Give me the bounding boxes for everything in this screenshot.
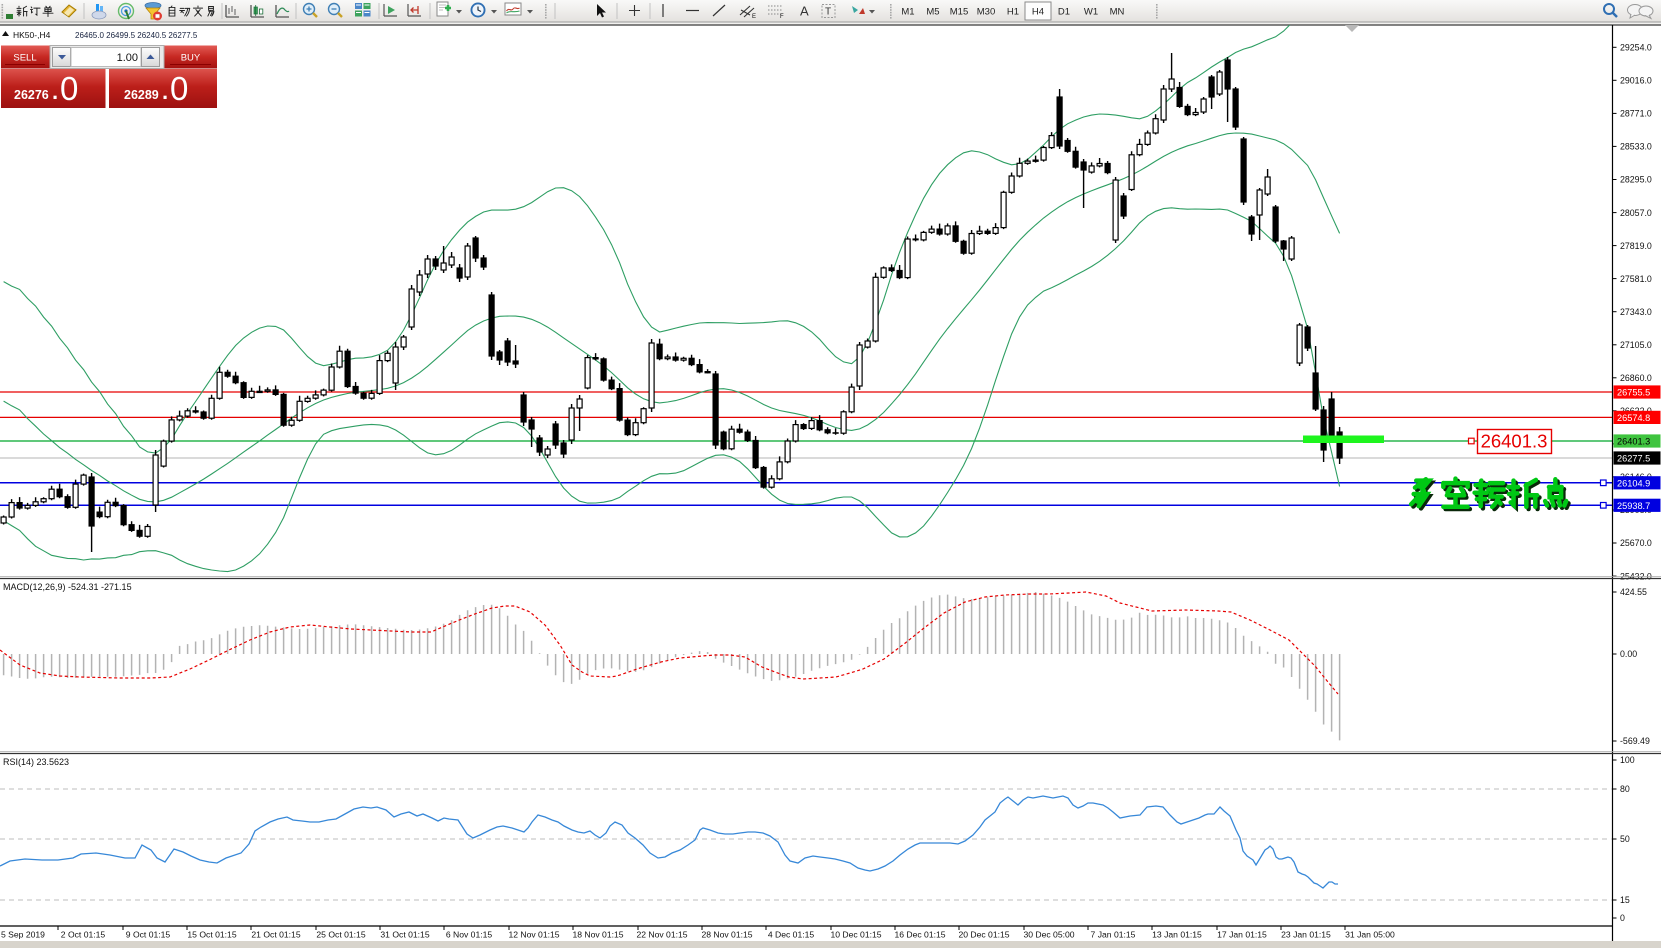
svg-text:27343.0: 27343.0 xyxy=(1620,307,1652,317)
svg-text:9 Oct 01:15: 9 Oct 01:15 xyxy=(126,930,171,940)
svg-text:25 Oct 01:15: 25 Oct 01:15 xyxy=(316,930,365,940)
svg-text:E: E xyxy=(752,14,756,20)
svg-text:16 Dec 01:15: 16 Dec 01:15 xyxy=(894,930,945,940)
svg-text:26860.0: 26860.0 xyxy=(1620,373,1652,383)
svg-text:F: F xyxy=(780,14,784,20)
svg-text:26401.3: 26401.3 xyxy=(1617,437,1650,447)
svg-text:13 Jan 01:15: 13 Jan 01:15 xyxy=(1152,930,1202,940)
svg-text:30 Dec 05:00: 30 Dec 05:00 xyxy=(1023,930,1074,940)
svg-text:SELL: SELL xyxy=(13,53,36,64)
svg-text:26276: 26276 xyxy=(14,88,49,102)
svg-text:M1: M1 xyxy=(901,7,914,18)
svg-text:27819.0: 27819.0 xyxy=(1620,241,1652,251)
svg-text:26755.5: 26755.5 xyxy=(1617,388,1650,398)
svg-text:22 Nov 01:15: 22 Nov 01:15 xyxy=(636,930,687,940)
svg-text:MACD(12,26,9) -524.31 -271.15: MACD(12,26,9) -524.31 -271.15 xyxy=(3,582,132,592)
svg-text:H1: H1 xyxy=(1007,7,1019,18)
svg-text:15 Oct 01:15: 15 Oct 01:15 xyxy=(187,930,236,940)
svg-text:15: 15 xyxy=(1620,895,1630,905)
svg-text:26104.9: 26104.9 xyxy=(1617,478,1650,488)
svg-text:424.55: 424.55 xyxy=(1620,587,1647,597)
svg-text:MN: MN xyxy=(1110,7,1125,18)
svg-text:18 Nov 01:15: 18 Nov 01:15 xyxy=(572,930,623,940)
svg-text:27581.0: 27581.0 xyxy=(1620,274,1652,284)
svg-text:28 Nov 01:15: 28 Nov 01:15 xyxy=(701,930,752,940)
svg-text:0: 0 xyxy=(60,70,78,107)
svg-text:17 Jan 01:15: 17 Jan 01:15 xyxy=(1217,930,1267,940)
svg-text:29016.0: 29016.0 xyxy=(1620,76,1652,86)
svg-text:28533.0: 28533.0 xyxy=(1620,142,1652,152)
svg-text:50: 50 xyxy=(1620,834,1630,844)
svg-text:31 Jan 05:00: 31 Jan 05:00 xyxy=(1345,930,1395,940)
svg-text:31 Oct 01:15: 31 Oct 01:15 xyxy=(380,930,429,940)
svg-text:29254.0: 29254.0 xyxy=(1620,43,1652,53)
svg-text:M15: M15 xyxy=(950,7,968,18)
svg-text:21 Oct 01:15: 21 Oct 01:15 xyxy=(251,930,300,940)
svg-text:HK50-,H4: HK50-,H4 xyxy=(13,30,51,40)
svg-text:0: 0 xyxy=(170,70,188,107)
svg-text:0: 0 xyxy=(1620,913,1625,923)
svg-text:D1: D1 xyxy=(1058,7,1070,18)
svg-text:T: T xyxy=(825,7,831,18)
svg-text:26277.5: 26277.5 xyxy=(1617,454,1650,464)
svg-text:-569.49: -569.49 xyxy=(1620,736,1650,746)
svg-text:28771.0: 28771.0 xyxy=(1620,109,1652,119)
svg-text:25670.0: 25670.0 xyxy=(1620,538,1652,548)
svg-text:26289: 26289 xyxy=(124,88,159,102)
svg-text:0.00: 0.00 xyxy=(1620,649,1637,659)
svg-text:28057.0: 28057.0 xyxy=(1620,208,1652,218)
svg-text:6 Nov 01:15: 6 Nov 01:15 xyxy=(446,930,493,940)
svg-text:.: . xyxy=(162,79,168,104)
svg-text:.: . xyxy=(52,79,58,104)
svg-text:12 Nov 01:15: 12 Nov 01:15 xyxy=(508,930,559,940)
svg-text:1.00: 1.00 xyxy=(117,52,138,64)
svg-text:2 Oct 01:15: 2 Oct 01:15 xyxy=(61,930,106,940)
svg-text:7 Jan 01:15: 7 Jan 01:15 xyxy=(1091,930,1136,940)
svg-text:W1: W1 xyxy=(1084,7,1098,18)
svg-text:26401.3: 26401.3 xyxy=(1481,431,1548,452)
svg-text:25938.7: 25938.7 xyxy=(1617,501,1650,511)
svg-text:4 Dec 01:15: 4 Dec 01:15 xyxy=(768,930,815,940)
svg-text:M30: M30 xyxy=(977,7,995,18)
svg-text:M5: M5 xyxy=(926,7,939,18)
svg-text:23 Jan 01:15: 23 Jan 01:15 xyxy=(1281,930,1331,940)
svg-text:27105.0: 27105.0 xyxy=(1620,340,1652,350)
svg-text:5 Sep 2019: 5 Sep 2019 xyxy=(1,930,45,940)
svg-text:20 Dec 01:15: 20 Dec 01:15 xyxy=(958,930,1009,940)
svg-text:RSI(14) 23.5623: RSI(14) 23.5623 xyxy=(3,757,69,767)
svg-text:100: 100 xyxy=(1620,755,1635,765)
svg-text:28295.0: 28295.0 xyxy=(1620,175,1652,185)
svg-text:26465.0 26499.5 26240.5 26277.: 26465.0 26499.5 26240.5 26277.5 xyxy=(75,31,198,40)
svg-text:H4: H4 xyxy=(1032,7,1044,18)
svg-text:26574.8: 26574.8 xyxy=(1617,413,1650,423)
svg-text:BUY: BUY xyxy=(181,53,201,64)
svg-text:80: 80 xyxy=(1620,784,1630,794)
svg-text:10 Dec 01:15: 10 Dec 01:15 xyxy=(830,930,881,940)
svg-text:A: A xyxy=(800,4,809,19)
